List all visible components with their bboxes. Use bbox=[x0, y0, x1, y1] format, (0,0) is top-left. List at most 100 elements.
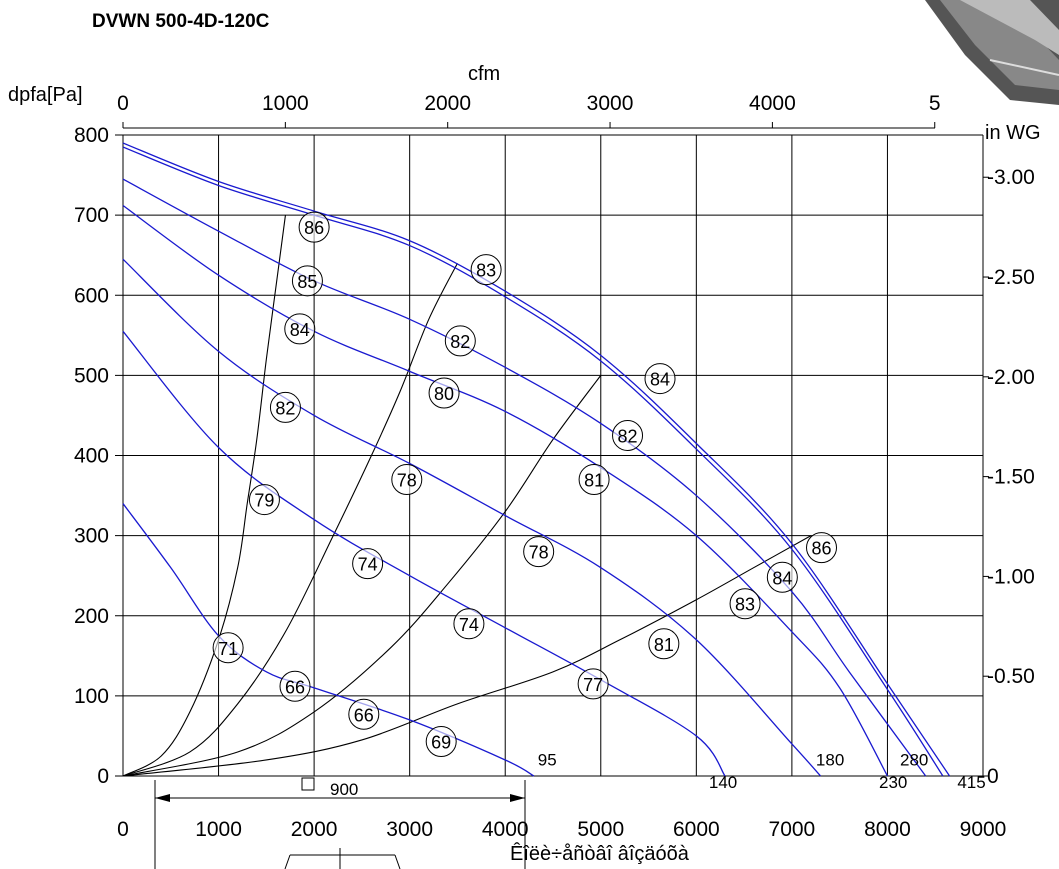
efficiency-value: 69 bbox=[431, 733, 451, 753]
center-mark bbox=[301, 777, 315, 791]
efficiency-marker bbox=[612, 419, 644, 451]
fan-curves bbox=[122, 142, 951, 777]
rpm-label: 95 bbox=[538, 751, 557, 770]
efficiency-value: 74 bbox=[358, 555, 378, 575]
system-curve-1 bbox=[122, 215, 286, 777]
left-axis-ticks: 0 100 200 300 400 500 600 700 800 bbox=[74, 124, 123, 788]
fan-housing-highlight bbox=[960, 0, 1059, 55]
left-tick-label: 0 bbox=[97, 765, 109, 788]
bottom-tick-label: 8000 bbox=[864, 818, 911, 841]
bottom-tick-label: 0 bbox=[117, 818, 129, 841]
left-tick-label: 700 bbox=[74, 204, 109, 227]
top-axis: 0 1000 2000 3000 4000 5 bbox=[117, 92, 941, 129]
efficiency-value: 86 bbox=[811, 539, 831, 559]
efficiency-marker bbox=[291, 265, 323, 297]
efficiency-value: 78 bbox=[397, 471, 417, 491]
right-tick-label: -1.00 bbox=[987, 565, 1035, 588]
efficiency-marker bbox=[428, 377, 460, 409]
efficiency-marker bbox=[212, 632, 244, 664]
system-curve-2 bbox=[122, 262, 458, 777]
left-tick-label: 300 bbox=[74, 525, 109, 548]
right-axis: 0 -0.50 -1.00 -1.50 -2.00 -2.50 -3.00 bbox=[982, 135, 1035, 788]
fan-curve-3 bbox=[122, 178, 927, 777]
right-tick-label: -1.50 bbox=[987, 466, 1035, 489]
dimension-arrow-right bbox=[510, 794, 525, 802]
grid bbox=[122, 134, 984, 777]
efficiency-marker bbox=[644, 363, 676, 395]
bottom-axis-ticks: 0 1000 2000 3000 4000 5000 6000 7000 8000 9000 bbox=[117, 818, 1006, 841]
dimension-arrow-left bbox=[155, 794, 170, 802]
fan-housing-edge bbox=[989, 59, 1059, 76]
bottom-tick-label: 3000 bbox=[386, 818, 433, 841]
fan-curve-2 bbox=[122, 146, 944, 777]
system-curve-3 bbox=[122, 375, 602, 777]
efficiency-marker bbox=[279, 670, 311, 702]
rpm-label: 140 bbox=[709, 773, 737, 792]
efficiency-value: 86 bbox=[304, 218, 324, 238]
top-tick-label: 4000 bbox=[749, 92, 796, 115]
system-curves bbox=[122, 215, 812, 777]
efficiency-value: 81 bbox=[654, 635, 674, 655]
efficiency-labels: 86 85 84 82 79 71 66 83 82 80 78 74 66 69 84 82 81 78 74 81… bbox=[212, 211, 838, 758]
efficiency-marker bbox=[425, 726, 457, 758]
fan-outline-left bbox=[284, 854, 291, 869]
fan-curve-5 bbox=[122, 258, 822, 777]
efficiency-marker bbox=[352, 548, 384, 580]
rpm-labels: 95 140 180 230 280 415 bbox=[538, 751, 986, 792]
efficiency-marker bbox=[298, 211, 330, 243]
efficiency-value: 78 bbox=[529, 543, 549, 563]
rpm-label: 180 bbox=[816, 751, 844, 770]
efficiency-marker bbox=[729, 588, 761, 620]
left-tick-label: 800 bbox=[74, 124, 109, 147]
efficiency-value: 77 bbox=[583, 675, 603, 695]
right-tick-label: -0.50 bbox=[987, 665, 1035, 688]
efficiency-value: 81 bbox=[584, 471, 604, 491]
top-tick-label: 3000 bbox=[587, 92, 634, 115]
rpm-label: 280 bbox=[900, 751, 928, 770]
efficiency-value: 82 bbox=[450, 332, 470, 352]
efficiency-marker bbox=[391, 464, 423, 496]
dimension-drawing bbox=[154, 777, 526, 869]
efficiency-marker bbox=[766, 561, 798, 593]
efficiency-marker bbox=[806, 532, 838, 564]
left-tick-label: 600 bbox=[74, 284, 109, 307]
rpm-label: 230 bbox=[879, 773, 907, 792]
efficiency-value: 79 bbox=[254, 491, 274, 511]
efficiency-value: 83 bbox=[735, 595, 755, 615]
bottom-tick-label: 7000 bbox=[769, 818, 816, 841]
bottom-tick-label: 1000 bbox=[195, 818, 242, 841]
left-tick-label: 200 bbox=[74, 605, 109, 628]
left-tick-label: 500 bbox=[74, 364, 109, 387]
efficiency-marker bbox=[578, 464, 610, 496]
bottom-tick-label: 6000 bbox=[673, 818, 720, 841]
bottom-tick-label: 4000 bbox=[482, 818, 529, 841]
fan-housing-face bbox=[940, 0, 1059, 90]
efficiency-marker bbox=[284, 313, 316, 345]
efficiency-marker bbox=[648, 628, 680, 660]
efficiency-value: 84 bbox=[650, 370, 670, 390]
top-tick-label: 1000 bbox=[262, 92, 309, 115]
x-axis-label-bottom: Êîëè÷åñòâî âîçäóõà bbox=[510, 842, 690, 865]
fan-curve-6 bbox=[122, 330, 726, 777]
efficiency-marker bbox=[470, 254, 502, 286]
efficiency-value: 85 bbox=[297, 272, 317, 292]
efficiency-value: 82 bbox=[275, 398, 295, 418]
right-tick-label: -2.50 bbox=[987, 266, 1035, 289]
dimension-label: 900 bbox=[330, 780, 358, 799]
efficiency-marker bbox=[269, 391, 301, 423]
efficiency-marker bbox=[348, 698, 380, 730]
bottom-tick-label: 5000 bbox=[577, 818, 624, 841]
top-tick-label: 0 bbox=[117, 92, 129, 115]
product-image bbox=[925, 0, 1059, 105]
efficiency-value: 66 bbox=[285, 677, 305, 697]
efficiency-marker bbox=[248, 484, 280, 516]
y-axis-label-right: in WG bbox=[985, 122, 1041, 144]
efficiency-value: 83 bbox=[476, 261, 496, 281]
efficiency-value: 82 bbox=[618, 426, 638, 446]
efficiency-value: 80 bbox=[434, 384, 454, 404]
efficiency-value: 71 bbox=[218, 639, 238, 659]
efficiency-value: 74 bbox=[459, 615, 479, 635]
top-tick-label: 5 bbox=[929, 92, 941, 115]
bottom-tick-label: 9000 bbox=[960, 818, 1007, 841]
